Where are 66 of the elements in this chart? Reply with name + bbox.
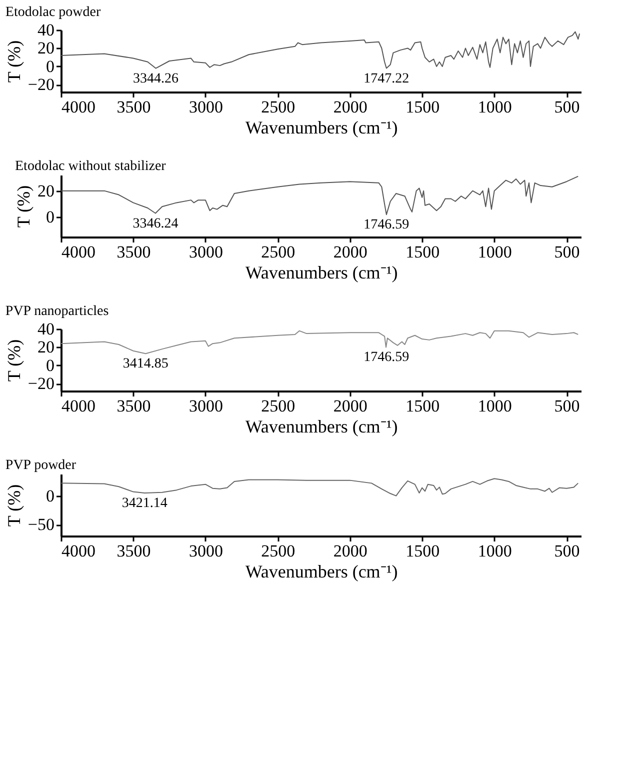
x-tick-label: 500 <box>554 98 580 116</box>
annotation: 1746.59 <box>364 350 410 366</box>
y-tick-label: −50 <box>28 515 54 534</box>
x-tick-label: 1000 <box>478 242 512 262</box>
line-series <box>60 31 580 69</box>
x-tick-label: 1500 <box>406 542 440 560</box>
y-axis-title: T (%) <box>4 339 24 382</box>
x-tick-label: 500 <box>554 242 580 262</box>
chart-title: PVP nanoparticles <box>5 304 109 319</box>
y-tick-label: −20 <box>28 374 54 394</box>
x-tick-label: 3500 <box>116 98 151 116</box>
x-tick-label: 3500 <box>116 242 151 262</box>
chart-title: Etodolac powder <box>5 5 101 20</box>
x-tick-label: 1500 <box>406 98 440 116</box>
x-axis-title: Wavenumbers (cm⁻¹) <box>245 562 398 582</box>
y-tick-label: 40 <box>38 20 54 40</box>
x-tick-label: 2000 <box>333 242 368 262</box>
x-tick-label: 3500 <box>116 396 151 416</box>
x-tick-label: 1000 <box>478 542 512 560</box>
x-tick-label: 3000 <box>188 98 223 116</box>
annotation: 1746.59 <box>364 218 410 233</box>
x-tick-label: 2000 <box>333 542 368 560</box>
y-tick-label: 20 <box>38 181 54 200</box>
y-axis-title: T (%) <box>4 484 24 527</box>
y-tick-label: 0 <box>46 208 54 227</box>
x-tick-label: 2000 <box>333 396 368 416</box>
x-tick-label: 3000 <box>188 542 223 560</box>
x-tick-label: 500 <box>554 542 580 560</box>
x-tick-label: 2500 <box>261 396 296 416</box>
x-tick-label: 4000 <box>62 242 96 262</box>
annotation: 3414.85 <box>122 356 168 372</box>
x-axis-title: Wavenumbers (cm⁻¹) <box>245 262 398 282</box>
x-tick-label: 4000 <box>62 98 96 116</box>
x-tick-label: 3000 <box>188 396 223 416</box>
x-tick-label: 4000 <box>62 542 96 560</box>
line-series <box>60 478 579 496</box>
y-tick-label: 0 <box>46 56 54 76</box>
x-tick-label: 1000 <box>478 396 512 416</box>
x-tick-label: 2500 <box>261 542 296 560</box>
y-tick-label: −20 <box>28 75 54 94</box>
y-tick-label: 20 <box>38 38 54 58</box>
x-tick-label: 500 <box>554 396 580 416</box>
chart-title: Etodolac without stabilizer <box>15 159 166 174</box>
y-tick-label: 0 <box>46 486 54 506</box>
annotation: 3421.14 <box>122 496 168 511</box>
y-tick-label: 0 <box>46 356 54 375</box>
x-tick-label: 1500 <box>406 242 440 262</box>
x-tick-label: 2000 <box>333 98 368 116</box>
y-tick-label: 40 <box>38 320 54 338</box>
x-tick-label: 1000 <box>478 98 512 116</box>
x-tick-label: 3000 <box>188 242 223 262</box>
y-axis-title: T (%) <box>14 185 34 228</box>
chart-title: PVP powder <box>5 458 76 473</box>
x-axis-title: Wavenumbers (cm⁻¹) <box>245 118 398 138</box>
annotation: 3346.24 <box>132 216 178 232</box>
x-tick-label: 3500 <box>116 542 151 560</box>
annotation: 1747.22 <box>364 71 410 86</box>
y-axis-title: T (%) <box>4 40 24 83</box>
y-tick-label: 20 <box>38 338 54 357</box>
x-axis-title: Wavenumbers (cm⁻¹) <box>245 416 398 436</box>
annotation: 3344.26 <box>133 71 179 86</box>
x-tick-label: 4000 <box>62 396 96 416</box>
line-series <box>60 176 579 216</box>
x-tick-label: 1500 <box>406 396 440 416</box>
x-tick-label: 2500 <box>261 98 296 116</box>
x-tick-label: 2500 <box>261 242 296 262</box>
